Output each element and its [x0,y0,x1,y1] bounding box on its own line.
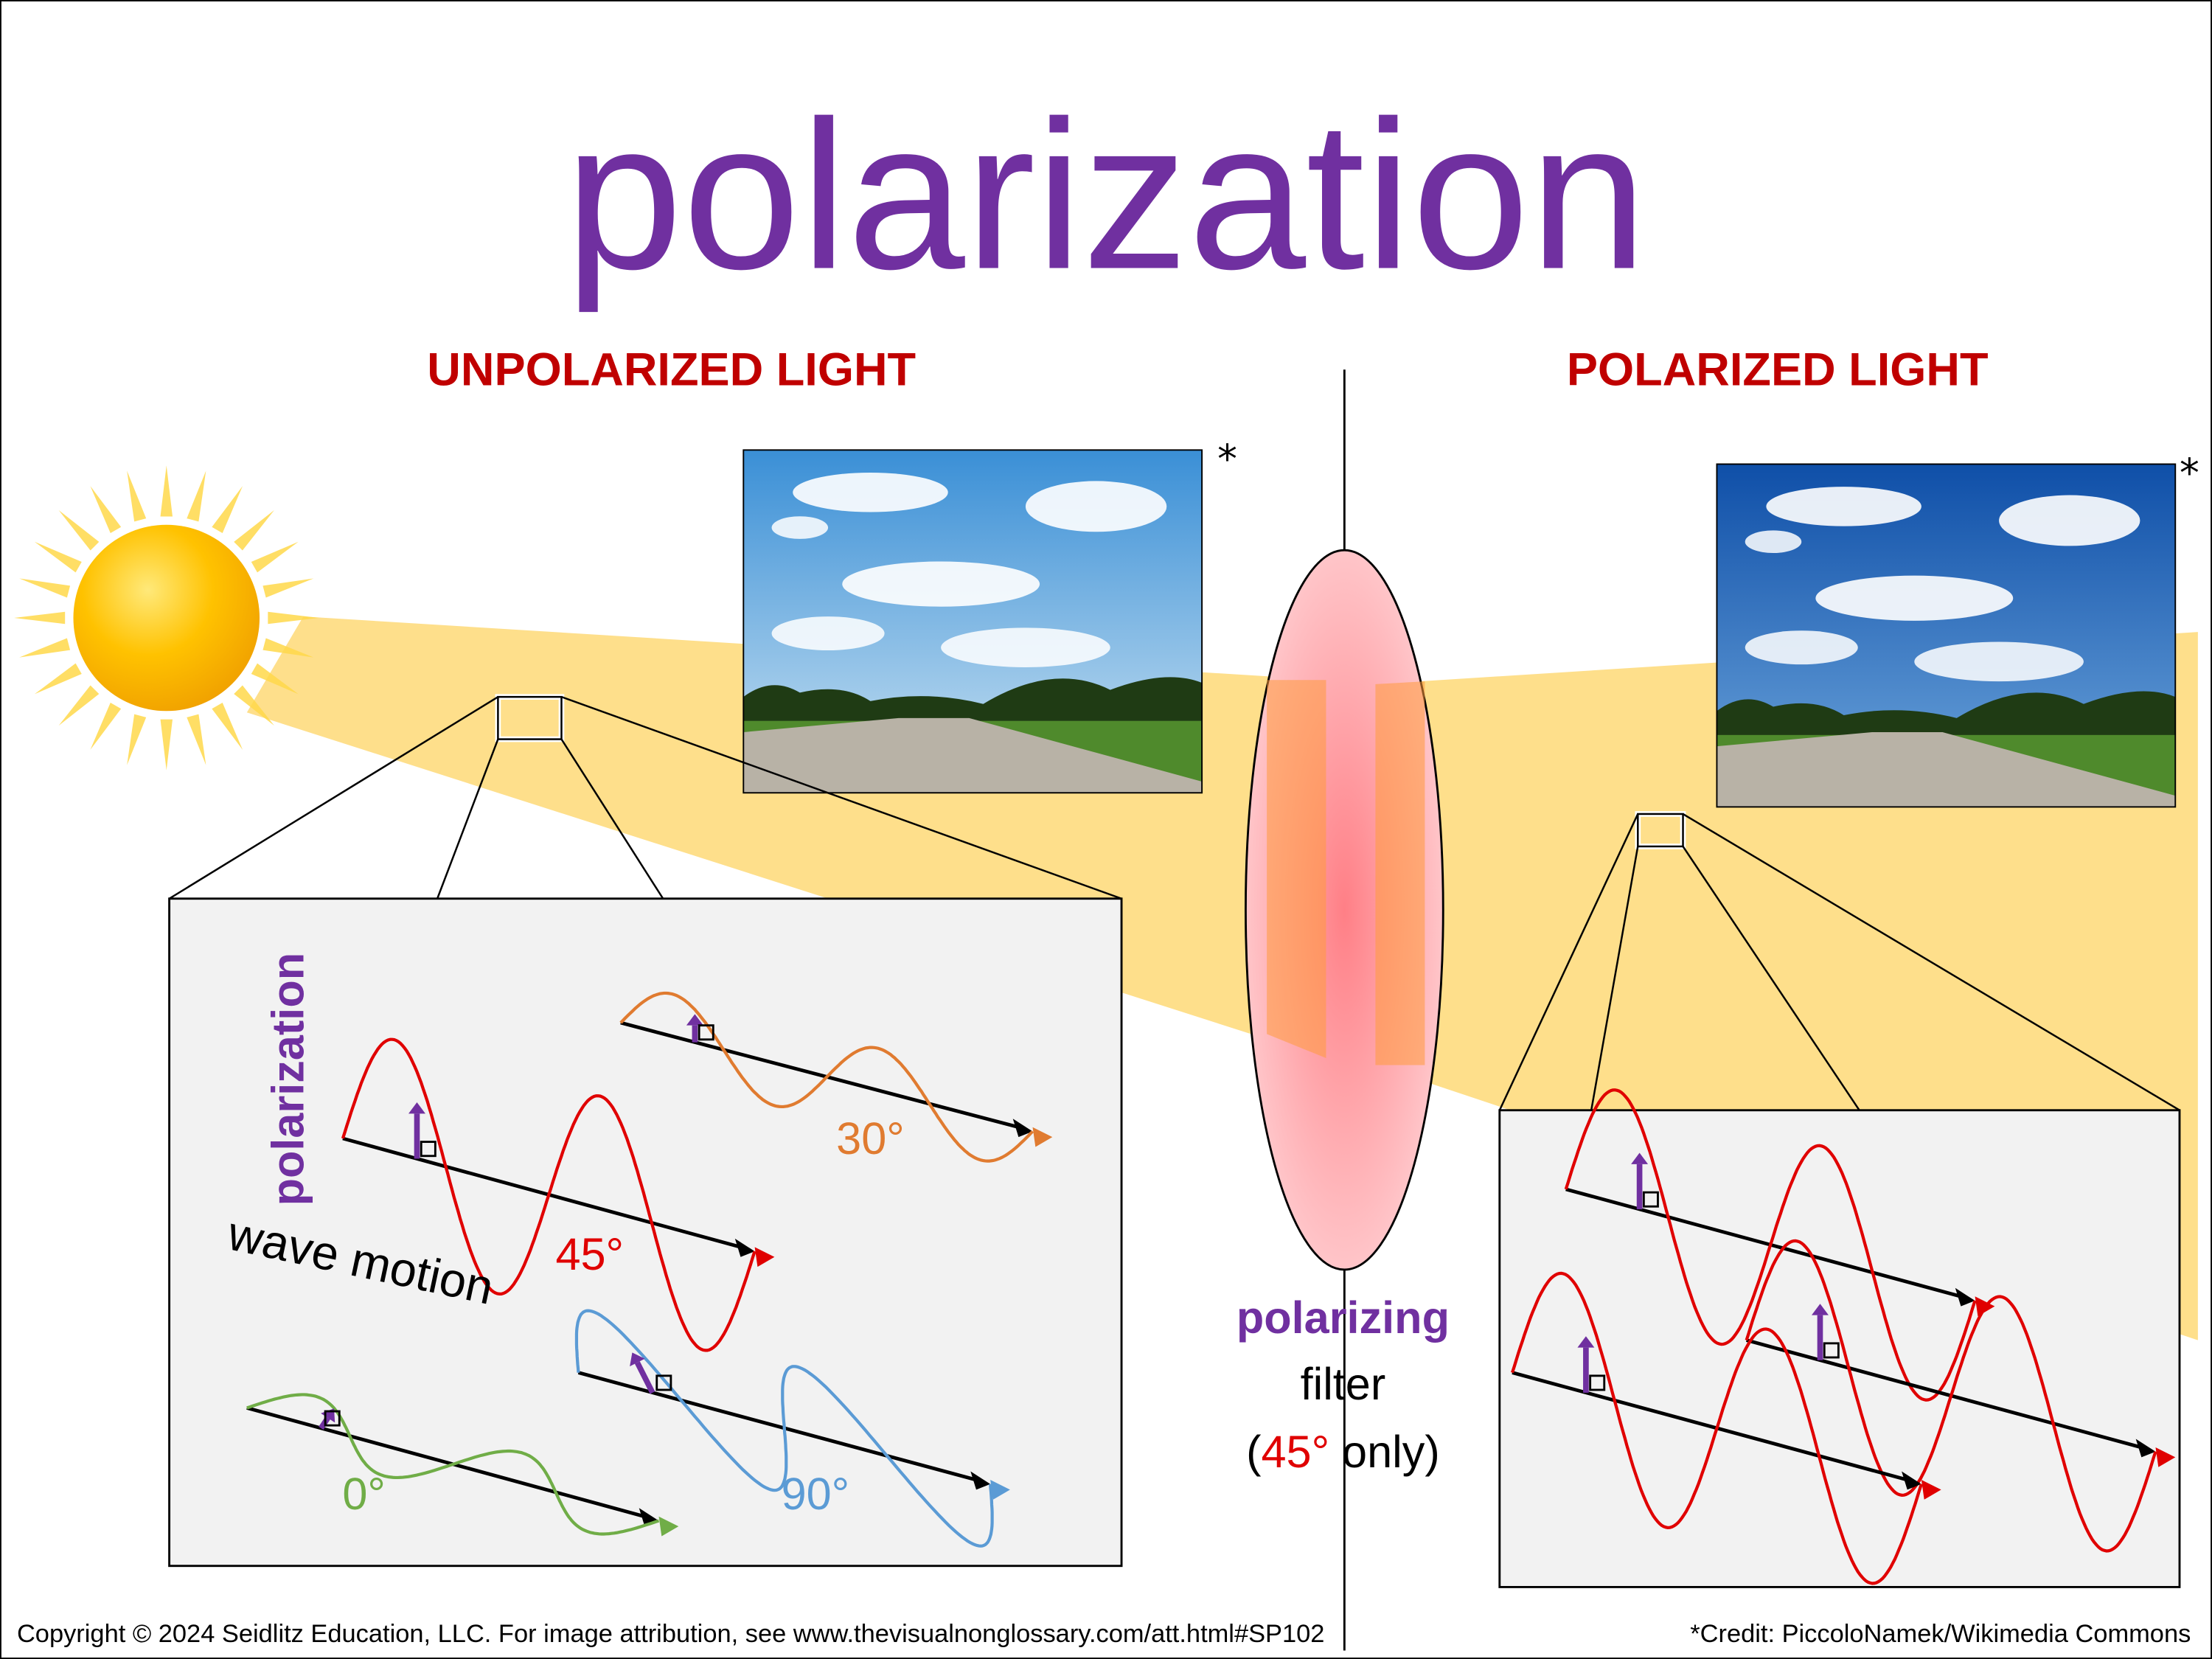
wave-arrowhead [2155,1447,2176,1467]
waves [246,991,2176,1585]
zoom-lines [168,694,2180,1111]
wave [574,1309,994,1548]
polarization-arrowhead [1812,1304,1829,1315]
wave-axis [620,1020,1019,1130]
wave-axis [246,1406,645,1519]
sun-ray [19,578,71,598]
polarization-arrowhead [1631,1152,1649,1164]
sun-ray [19,638,71,658]
sun-ray [212,486,243,534]
right-angle [655,1374,672,1391]
sun-ray [262,578,314,598]
wave [246,1393,660,1536]
sun-ray [187,714,206,765]
wave [341,1037,757,1352]
heading: POLARIZED LIGHT [1567,344,1989,395]
wave [1745,1239,2157,1553]
angle-label: 0° [342,1469,386,1519]
sun-ray [187,470,206,522]
photo-unpolarized [742,449,1203,794]
angle-label: 90° [782,1469,850,1519]
filter-label: filter [1301,1359,1386,1409]
wave [1511,1271,1923,1585]
right-angle [1823,1342,1840,1359]
wave-axis [1565,1187,1962,1298]
wave-axis [577,1371,977,1482]
polarization-arrowhead [1577,1336,1595,1348]
only: only) [1329,1427,1440,1477]
sun-ray [34,541,82,573]
polarization-arrowhead [630,1352,645,1367]
wave-axis [342,1136,742,1249]
sun-ray [262,638,314,658]
sun-ray [127,470,147,522]
copyright: Copyright © 2024 Seidlitz Education, LLC… [17,1620,1324,1648]
axis-arrowhead [1012,1119,1033,1138]
axis-arrowhead [2135,1439,2156,1458]
sun-ray [251,541,299,573]
sun-ray [160,719,173,771]
right-angle [324,1410,341,1427]
sun-ray [58,509,100,551]
sun-ray [160,465,173,517]
photo-polarized [1716,463,2177,808]
sun-ray [127,714,147,765]
credit-mark: * [2180,450,2199,496]
polarization-arrowhead [686,1014,703,1026]
inset-polarized [1498,1109,2181,1588]
right-angle [1589,1374,1606,1391]
angle-label: 45° [555,1229,624,1279]
sun-ray [234,509,274,551]
axis-arrowhead [970,1471,991,1490]
angle-label: 30° [836,1113,905,1164]
sun-ray [251,663,299,695]
paren: ( [1246,1427,1262,1477]
wave [1564,1088,1977,1402]
axis-arrowhead [734,1238,755,1257]
title: polarization [565,77,1647,315]
sun [14,465,319,771]
sun-ray [234,685,274,726]
sun-ray [34,663,82,695]
beam-through-filter [1267,680,1326,1058]
wave-arrowhead [990,1480,1010,1500]
wave-axis [1745,1338,2142,1450]
wave-arrowhead [754,1247,775,1267]
sun-ray [90,486,122,534]
sun-ray [90,702,122,750]
wave-arrowhead [658,1516,679,1537]
sun-ray [58,685,100,726]
axis-arrowhead [1902,1471,1921,1490]
filter-label: (45° only) [1246,1427,1440,1477]
inset-unpolarized [168,897,1123,1568]
polarization-arrow [634,1361,655,1394]
credit-mark: * [1217,436,1237,482]
sun-ray [268,611,319,625]
right-angle [420,1141,437,1158]
polarization-arrowhead [408,1102,425,1114]
inset-label: polarization [262,953,313,1206]
heading: UNPOLARIZED LIGHT [427,344,916,395]
sun-ray [212,702,243,750]
right-angle [1642,1191,1659,1208]
right-angle [698,1024,714,1041]
wave-arrowhead [1032,1127,1053,1147]
axis-arrowhead [1955,1287,1975,1307]
credit: *Credit: PiccoloNamek/Wikimedia Commons [1690,1620,2191,1648]
wave [619,991,1034,1163]
filter-label: polarizing [1237,1293,1450,1343]
beam-through-filter [1375,681,1425,1065]
wave-arrowhead [1921,1480,1941,1500]
wave-axis [1512,1371,1908,1482]
filter-angle: 45° [1261,1427,1329,1477]
sun-ray [14,611,66,625]
